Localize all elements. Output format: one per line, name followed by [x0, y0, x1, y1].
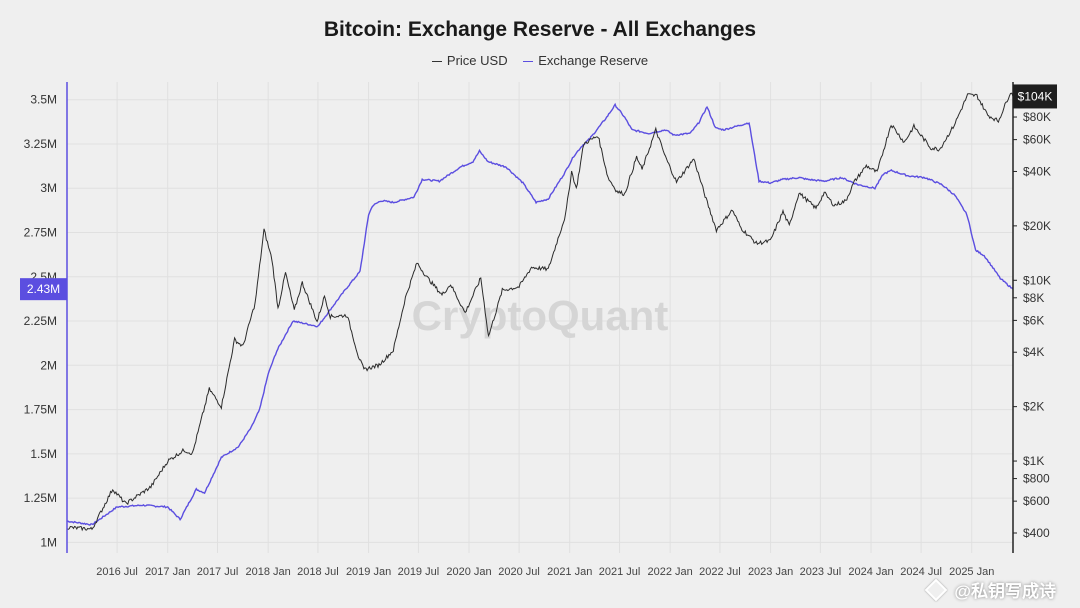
right-tick-label-5: $4K	[1023, 345, 1044, 359]
right-tick-label-3: $1K	[1023, 454, 1044, 468]
left-tick-label-2: 1.5M	[30, 447, 57, 461]
x-tick-label-10: 2021 Jul	[599, 566, 641, 578]
right-tick-label-1: $600	[1023, 494, 1050, 508]
series-line-exchange-reserve	[66, 102, 1014, 526]
legend-swatch-price	[431, 61, 442, 63]
grid-layer	[67, 82, 1013, 553]
left-current-badge-label: 2.43M	[27, 282, 60, 296]
x-tick-label-9: 2021 Jan	[547, 566, 592, 578]
x-tick-label-16: 2024 Jul	[900, 566, 942, 578]
x-tick-label-0: 2016 Jul	[96, 566, 138, 578]
left-tick-label-8: 3M	[40, 181, 57, 195]
right-tick-label-11: $60K	[1023, 133, 1051, 147]
legend-item-price[interactable]: Price USD	[431, 53, 508, 68]
axes-layer: 1M1.25M1.5M1.75M2M2.25M2.5M2.75M3M3.25M3…	[20, 82, 1057, 578]
x-tick-label-17: 2025 Jan	[949, 566, 994, 578]
x-tick-label-14: 2023 Jul	[800, 566, 842, 578]
x-tick-label-2: 2017 Jul	[197, 566, 239, 578]
right-tick-label-9: $20K	[1023, 219, 1051, 233]
series-layer	[66, 92, 1014, 532]
left-tick-label-4: 2M	[40, 358, 57, 372]
left-tick-label-7: 2.75M	[24, 226, 57, 240]
left-tick-label-3: 1.75M	[24, 403, 57, 417]
x-tick-label-6: 2019 Jul	[398, 566, 440, 578]
legend-item-reserve[interactable]: Exchange Reserve	[523, 53, 648, 68]
right-tick-label-6: $6K	[1023, 313, 1044, 327]
footer-watermark: @私钥写成诗	[925, 577, 1056, 602]
chart-legend: Price USD Exchange Reserve	[0, 53, 1080, 68]
right-current-badge	[1013, 84, 1057, 109]
left-tick-label-1: 1.25M	[24, 491, 57, 505]
x-tick-label-8: 2020 Jul	[498, 566, 540, 578]
legend-swatch-reserve	[523, 61, 534, 63]
left-tick-label-9: 3.25M	[24, 137, 57, 151]
right-tick-label-8: $10K	[1023, 273, 1051, 287]
x-tick-label-7: 2020 Jan	[446, 566, 491, 578]
chart-title: Bitcoin: Exchange Reserve - All Exchange…	[323, 18, 757, 41]
x-tick-label-11: 2022 Jan	[648, 566, 693, 578]
right-tick-label-0: $400	[1023, 526, 1050, 540]
left-tick-label-0: 1M	[40, 535, 57, 549]
legend-label-reserve: Exchange Reserve	[538, 53, 649, 68]
left-current-badge	[20, 278, 67, 301]
x-tick-label-1: 2017 Jan	[145, 566, 190, 578]
cryptoquant-watermark: CryptoQuant	[412, 292, 669, 339]
footer-watermark-text: @私钥写成诗	[954, 582, 1056, 601]
x-tick-label-12: 2022 Jul	[699, 566, 741, 578]
right-current-badge-label: $104K	[1018, 89, 1053, 103]
left-tick-label-5: 2.25M	[24, 314, 57, 328]
x-tick-label-3: 2018 Jan	[246, 566, 291, 578]
diamond-logo-icon	[925, 578, 948, 602]
right-tick-label-12: $80K	[1023, 110, 1051, 124]
x-tick-label-13: 2023 Jan	[748, 566, 793, 578]
x-tick-label-4: 2018 Jul	[297, 566, 339, 578]
right-tick-label-4: $2K	[1023, 400, 1044, 414]
series-line-price-usd	[66, 92, 1014, 532]
left-tick-label-10: 3.5M	[30, 93, 57, 107]
right-tick-label-10: $40K	[1023, 164, 1051, 178]
right-tick-label-2: $800	[1023, 472, 1050, 486]
right-tick-label-7: $8K	[1023, 291, 1044, 305]
x-tick-label-5: 2019 Jan	[346, 566, 391, 578]
legend-label-price: Price USD	[446, 53, 508, 68]
x-tick-label-15: 2024 Jan	[848, 566, 893, 578]
